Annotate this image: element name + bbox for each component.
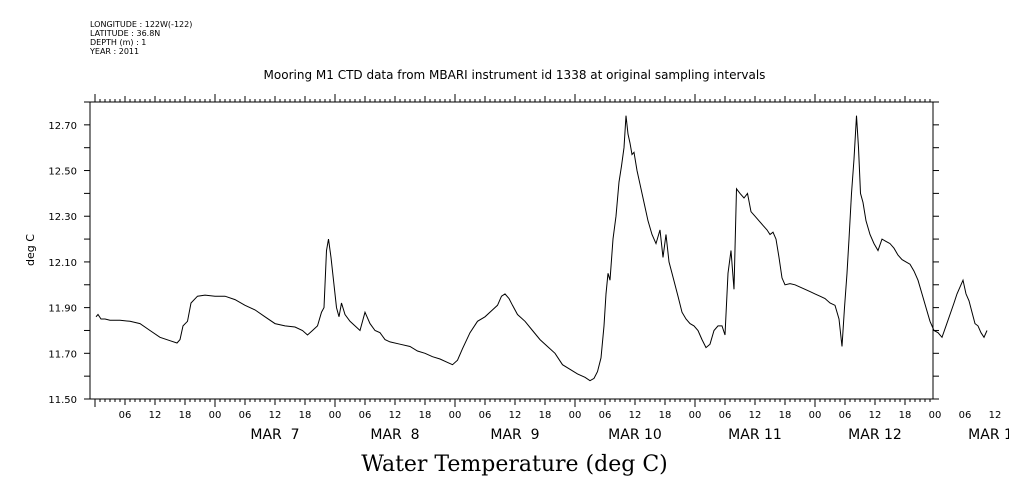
- x-tick-label: 18: [659, 410, 672, 421]
- x-tick-label: 06: [479, 410, 492, 421]
- x-day-label: MAR 7: [250, 427, 299, 443]
- x-tick-label: 18: [179, 410, 192, 421]
- x-tick-label: 18: [899, 410, 912, 421]
- y-tick-label: 11.50: [48, 395, 77, 406]
- x-day-label: MAR 10: [608, 427, 662, 443]
- x-tick-label: 00: [329, 410, 342, 421]
- depth-label: DEPTH (m) : 1: [90, 38, 147, 47]
- y-tick-label: 12.70: [48, 121, 77, 132]
- longitude-label: LONGITUDE : 122W(-122): [90, 20, 193, 29]
- x-tick-label: 12: [869, 410, 882, 421]
- x-tick-label: 18: [299, 410, 312, 421]
- y-tick-label: 11.70: [48, 349, 77, 360]
- x-tick-label: 00: [209, 410, 222, 421]
- latitude-label: LATITUDE : 36.8N: [90, 29, 161, 38]
- x-tick-label: 18: [419, 410, 432, 421]
- x-tick-label: 00: [809, 410, 822, 421]
- x-tick-label: 00: [929, 410, 942, 421]
- x-day-label: MAR 11: [728, 427, 782, 443]
- axis-ticks: [84, 94, 939, 407]
- x-tick-label: 18: [539, 410, 552, 421]
- x-tick-label: 00: [689, 410, 702, 421]
- x-tick-label: 06: [119, 410, 132, 421]
- y-axis-title: deg C: [24, 234, 37, 266]
- y-tick-label: 12.50: [48, 167, 77, 178]
- x-day-label: MAR 13: [968, 427, 1009, 443]
- x-tick-label: 06: [839, 410, 852, 421]
- x-tick-label: 12: [509, 410, 522, 421]
- x-tick-label: 12: [989, 410, 1002, 421]
- x-tick-label: 06: [959, 410, 972, 421]
- x-tick-label: 06: [599, 410, 612, 421]
- x-tick-label: 12: [149, 410, 162, 421]
- x-day-label: MAR 12: [848, 427, 902, 443]
- x-day-label: MAR 8: [370, 427, 419, 443]
- x-tick-label: 00: [449, 410, 462, 421]
- metadata-block: LONGITUDE : 122W(-122) LATITUDE : 36.8N …: [90, 20, 192, 56]
- series-line: [95, 115, 988, 382]
- x-day-label: MAR 9: [490, 427, 539, 443]
- x-tick-label: 12: [749, 410, 762, 421]
- y-tick-label: 12.30: [48, 212, 77, 223]
- x-tick-label: 12: [269, 410, 282, 421]
- plot-frame: [89, 101, 934, 400]
- x-tick-label: 06: [719, 410, 732, 421]
- x-axis-title: Water Temperature (deg C): [361, 452, 668, 477]
- x-tick-label: 06: [239, 410, 252, 421]
- x-tick-label: 06: [359, 410, 372, 421]
- x-tick-label: 12: [389, 410, 402, 421]
- y-tick-label: 11.90: [48, 304, 77, 315]
- chart-title: Mooring M1 CTD data from MBARI instrumen…: [263, 68, 766, 82]
- y-tick-label: 12.10: [48, 258, 77, 269]
- x-tick-label: 18: [779, 410, 792, 421]
- x-tick-label: 12: [629, 410, 642, 421]
- year-label: YEAR : 2011: [90, 47, 140, 56]
- axis-labels: 06 12 18 00 06 12 18 00 06 12 18 00 06 12 18 00 06 12 18 00…: [48, 121, 1009, 443]
- x-tick-label: 00: [569, 410, 582, 421]
